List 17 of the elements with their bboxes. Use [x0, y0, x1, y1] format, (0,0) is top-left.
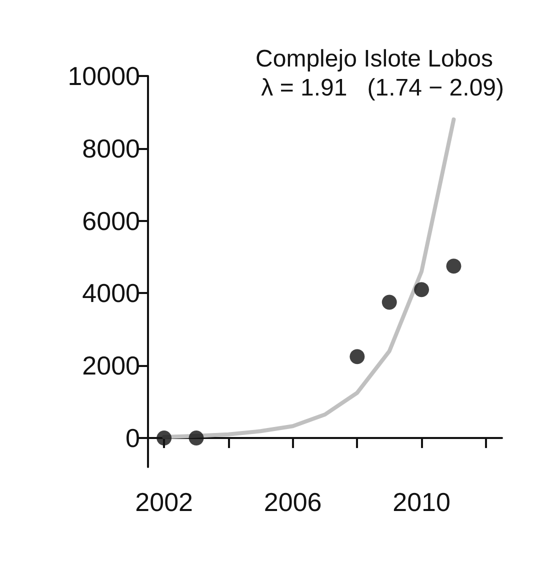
point	[188, 430, 204, 446]
y-tick-label: 4000	[82, 278, 140, 308]
x-tick-label: 2006	[264, 487, 322, 517]
point	[414, 282, 430, 298]
x-tick-label: 2002	[135, 487, 194, 517]
y-tick-label: 6000	[82, 206, 140, 236]
point	[446, 258, 462, 274]
y-tick-label: 10000	[68, 61, 140, 91]
y-tick-label: 8000	[82, 133, 140, 164]
point	[156, 430, 172, 446]
y-tick-label: 0	[126, 423, 140, 454]
point	[350, 349, 365, 364]
x-tick-label: 2010	[392, 487, 450, 517]
y-tick-label: 2000	[82, 350, 140, 381]
chart-title: Complejo Islote Lobos	[256, 46, 493, 72]
annotation: λ = 1.91 (1.74 − 2.09)	[261, 74, 504, 102]
point	[382, 294, 397, 310]
